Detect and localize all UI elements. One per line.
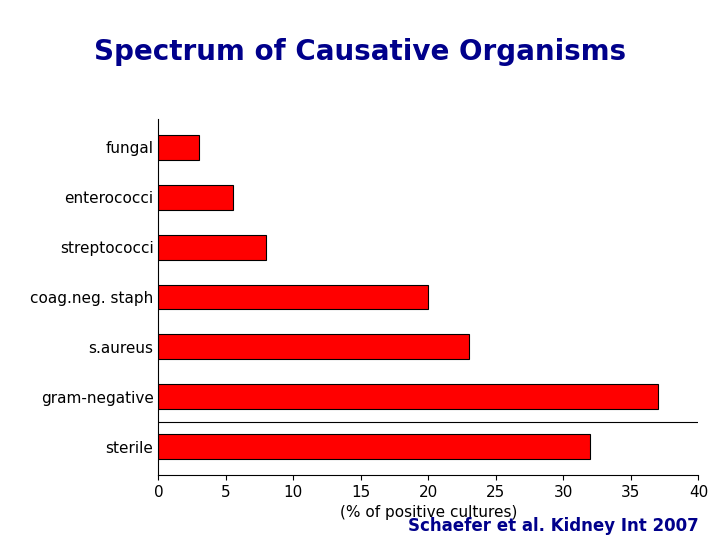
Bar [158, 285, 428, 309]
Bar [158, 185, 233, 210]
Bar [158, 434, 590, 459]
Text: Schaefer et al. Kidney Int 2007: Schaefer et al. Kidney Int 2007 [408, 517, 698, 535]
Bar [158, 384, 658, 409]
Bar [158, 135, 199, 160]
X-axis label: (% of positive cultures): (% of positive cultures) [340, 505, 517, 521]
Text: Spectrum of Causative Organisms: Spectrum of Causative Organisms [94, 38, 626, 66]
Bar [158, 334, 469, 359]
Bar [158, 235, 266, 260]
